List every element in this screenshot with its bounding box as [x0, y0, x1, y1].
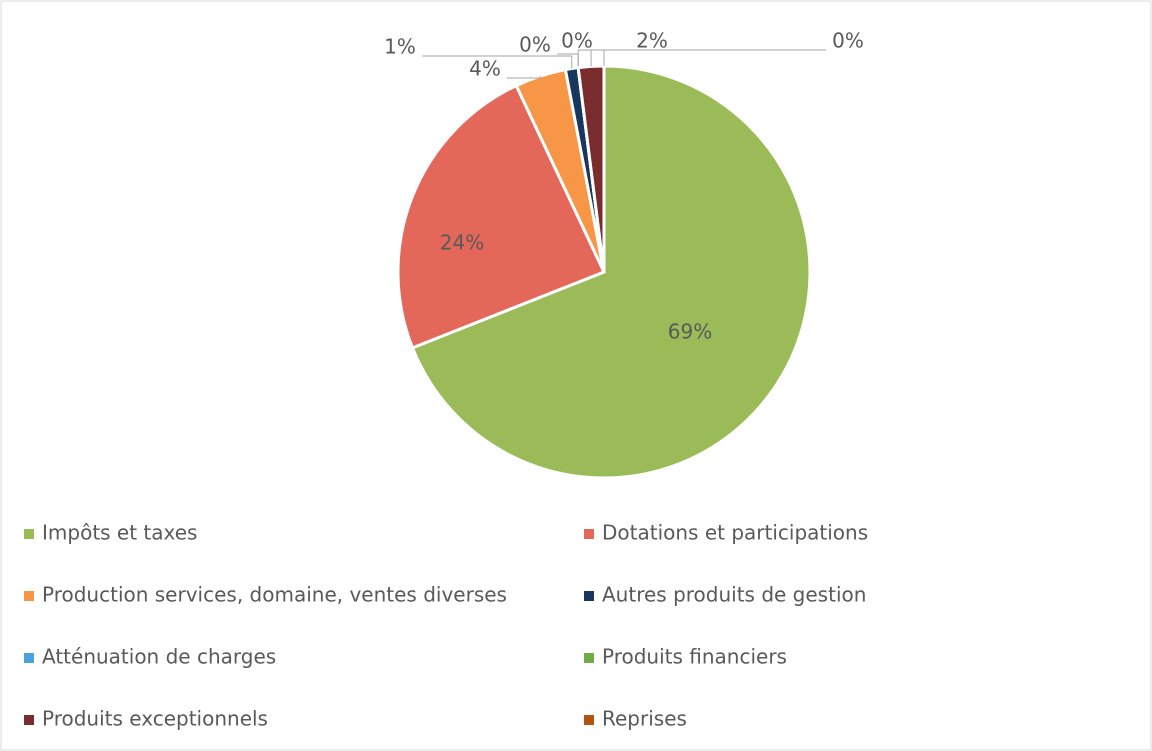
pie-slice — [410, 64, 812, 480]
legend-swatch — [24, 529, 34, 539]
legend-swatch — [584, 529, 594, 539]
data-label: 1% — [384, 35, 416, 59]
data-label: 0% — [561, 29, 593, 53]
legend-swatch — [24, 715, 34, 725]
legend-swatch — [584, 591, 594, 601]
legend-swatch — [24, 653, 34, 663]
legend-label: Dotations et participations — [602, 521, 868, 545]
pie-slice — [396, 83, 607, 350]
data-label: 4% — [469, 57, 501, 81]
legend-label: Atténuation de charges — [42, 645, 276, 669]
legend-label: Produits financiers — [602, 645, 787, 669]
legend-label: Reprises — [602, 707, 687, 731]
legend-swatch — [584, 715, 594, 725]
data-label: 2% — [636, 29, 668, 53]
data-label: 24% — [440, 231, 484, 255]
legend-swatch — [24, 591, 34, 601]
legend-label: Impôts et taxes — [42, 521, 197, 545]
leader-line — [507, 76, 541, 79]
legend-label: Produits exceptionnels — [42, 707, 268, 731]
leader-line — [422, 55, 573, 69]
legend-label: Autres produits de gestion — [602, 583, 866, 607]
data-label: 69% — [668, 320, 712, 344]
data-label: 0% — [832, 29, 864, 53]
legend-swatch — [584, 653, 594, 663]
legend-label: Production services, domaine, ventes div… — [42, 583, 507, 607]
leader-line — [603, 49, 826, 66]
data-label: 0% — [519, 33, 551, 57]
